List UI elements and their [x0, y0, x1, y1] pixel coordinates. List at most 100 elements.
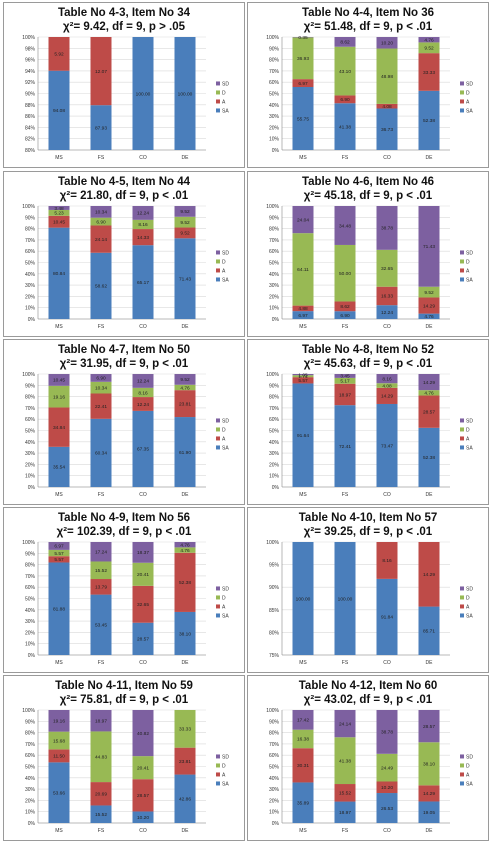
bar-segment-sa: [48, 70, 70, 150]
legend-swatch-a: [216, 268, 220, 273]
legend-swatch-sd: [216, 250, 220, 255]
bar-segment-a: [334, 301, 356, 312]
data-label: 50.00: [339, 271, 351, 277]
bar-segment-a: [292, 79, 314, 88]
legend-label: A: [222, 772, 226, 778]
legend-label: SA: [466, 613, 473, 619]
data-label: 52.38: [423, 118, 435, 124]
chart-subtitle: χ²= 31.95, df = 9, p < .01: [59, 358, 189, 370]
x-tick-label: CO: [139, 155, 147, 161]
data-label: 23.81: [179, 401, 191, 407]
data-label: 8.62: [340, 304, 350, 310]
data-label: 14.29: [381, 394, 393, 400]
chart-panel: Table No 4-7, Item No 50 χ²= 31.95, df = …: [3, 339, 245, 505]
data-label: 6.90: [340, 97, 350, 103]
bar-segment-a: [174, 390, 196, 418]
bar-segment-d: [418, 742, 440, 786]
x-tick-label: CO: [383, 492, 391, 498]
data-label: 52.38: [423, 455, 435, 461]
bar-segment-sa: [132, 37, 154, 150]
bar-segment-d: [132, 756, 154, 780]
x-tick-label: FS: [98, 828, 105, 834]
data-label: 28.57: [423, 724, 435, 730]
chart-subtitle: χ²= 45.18, df = 9, p < .01: [303, 190, 433, 202]
stacked-bar-chart: 0% 10% 20% 30% 40% 50% 60% 70% 80% 90% 100% 55.75 6.…: [266, 35, 473, 161]
bar-segment-sd: [90, 542, 112, 562]
x-tick-label: DE: [182, 492, 190, 498]
data-label: 38.10: [179, 631, 191, 637]
chart-title: Table No 4-5, Item No 44: [57, 176, 191, 188]
data-label: 19.16: [53, 719, 65, 725]
legend-swatch-sa: [460, 445, 464, 450]
bar-segment-a: [334, 784, 356, 802]
y-tick-label: 90%: [269, 719, 280, 725]
data-label: 16.33: [381, 294, 393, 300]
data-label: 87.93: [95, 125, 107, 131]
y-tick-label: 70%: [25, 238, 36, 244]
data-label: 35.89: [297, 801, 309, 807]
legend-swatch-a: [460, 604, 464, 609]
bar-segment-sd: [132, 542, 154, 563]
y-tick-label: 92%: [25, 80, 36, 86]
y-tick-label: 70%: [25, 742, 36, 748]
data-label: 18.97: [339, 810, 351, 816]
data-label: 34.48: [339, 223, 351, 229]
chart-title: Table No 4-8, Item No 52: [301, 344, 435, 356]
chart-panel: Table No 4-11, Item No 59 χ²= 75.81, df =…: [3, 675, 245, 841]
bar-segment-sd: [48, 710, 70, 732]
data-label: 40.82: [137, 731, 149, 737]
data-label: 15.68: [53, 738, 65, 744]
data-label: 10.45: [53, 378, 65, 384]
x-tick-label: DE: [182, 324, 190, 330]
y-tick-label: 95%: [269, 563, 280, 569]
data-label: 12.24: [137, 402, 149, 408]
data-label: 9.52: [424, 46, 434, 52]
data-label: 6.90: [96, 219, 106, 225]
data-label: 53.66: [53, 790, 65, 796]
chart-panel: Table No 4-3, Item No 34 χ²= 9.42, df = 9…: [3, 2, 245, 168]
legend-label: D: [222, 595, 226, 601]
y-tick-label: 100%: [22, 204, 35, 210]
y-tick-label: 85%: [269, 608, 280, 614]
data-label: 34.84: [53, 425, 65, 431]
data-label: 100.00: [338, 596, 353, 602]
bar-segment-a: [48, 215, 70, 228]
data-label: 20.41: [137, 765, 149, 771]
legend-swatch-sd: [460, 754, 464, 759]
data-label: 91.64: [297, 433, 309, 439]
data-label: 72.41: [339, 444, 351, 450]
bar-segment-d: [174, 547, 196, 553]
legend-label: SD: [466, 586, 473, 592]
bar-segment-sd: [174, 374, 196, 385]
bar-segment-sa: [48, 562, 70, 655]
data-label: 24.49: [381, 765, 393, 771]
bar-segment-d: [292, 233, 314, 306]
data-label: 67.35: [137, 447, 149, 453]
stacked-bar-chart: 0% 10% 20% 30% 40% 50% 60% 70% 80% 90% 100% 53.66 11…: [22, 708, 229, 834]
x-tick-label: FS: [98, 492, 105, 498]
chart-subtitle: χ²= 39.25, df = 9, p < .01: [303, 526, 433, 538]
y-tick-label: 90%: [269, 585, 280, 591]
bar-segment-a: [174, 227, 196, 239]
x-tick-label: FS: [98, 324, 105, 330]
bar-segment-sd: [174, 542, 196, 548]
data-label: 91.84: [381, 615, 393, 621]
data-label: 61.90: [179, 450, 191, 456]
y-tick-label: 80%: [269, 630, 280, 636]
bar-segment-sd: [48, 374, 70, 386]
y-tick-label: 40%: [269, 776, 280, 782]
data-label: 60.34: [95, 451, 107, 457]
y-tick-label: 60%: [25, 753, 36, 759]
bar-segment-sd: [292, 206, 314, 234]
data-label: 1.74: [298, 374, 308, 380]
legend-swatch-d: [460, 595, 464, 600]
data-label: 33.33: [423, 70, 435, 76]
bar-segment-sa: [48, 446, 70, 487]
bar-segment-sa: [292, 383, 314, 487]
data-label: 32.65: [381, 266, 393, 272]
legend-label: A: [466, 99, 470, 105]
y-tick-label: 10%: [25, 474, 36, 480]
legend-swatch-a: [216, 436, 220, 441]
data-label: 5.92: [54, 52, 64, 58]
bar-segment-a: [132, 585, 154, 623]
